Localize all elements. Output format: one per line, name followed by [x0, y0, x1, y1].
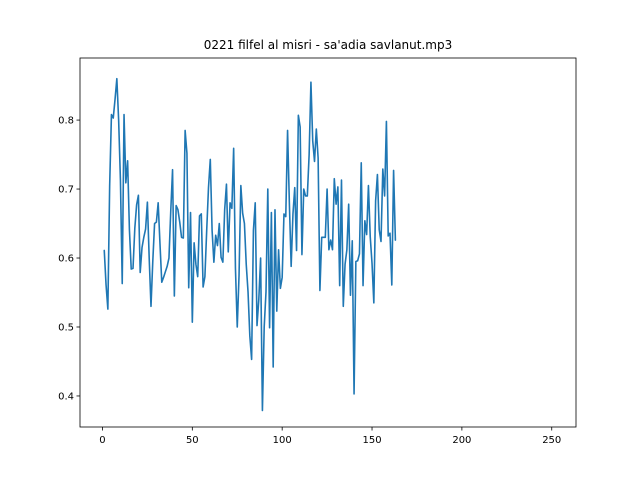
y-tick-label: 0.4 [58, 391, 74, 402]
x-tick-label: 0 [99, 435, 105, 446]
series-line [103, 77, 397, 412]
axes-frame [79, 57, 577, 428]
x-tick-label: 100 [273, 435, 292, 446]
y-tick-label: 0.8 [58, 116, 74, 127]
chart-title: 0221 filfel al misri - sa'adia savlanut.… [204, 38, 452, 52]
x-tick-label: 150 [362, 435, 381, 446]
y-tick-label: 0.5 [58, 322, 74, 333]
x-tick-label: 50 [186, 435, 199, 446]
y-tick-label: 0.7 [58, 185, 74, 196]
x-tick-label: 250 [542, 435, 561, 446]
y-tick-label: 0.6 [58, 254, 74, 265]
x-tick-label: 200 [452, 435, 471, 446]
